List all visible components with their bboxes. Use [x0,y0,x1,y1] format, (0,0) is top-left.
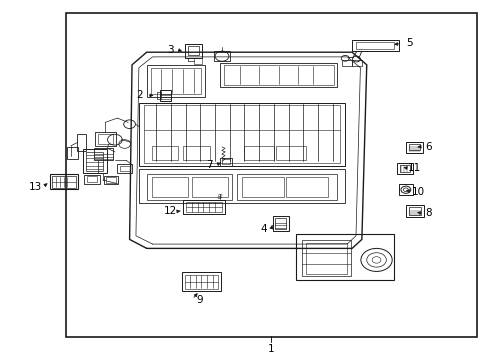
Bar [272,216,288,231]
Text: 9: 9 [196,294,203,305]
Bar [396,163,412,174]
Bar [408,207,420,215]
Bar [214,51,229,61]
Bar [86,152,103,171]
Bar [120,166,129,171]
Bar [399,165,409,172]
Bar [95,132,116,146]
Bar [50,174,78,189]
Text: 8: 8 [424,208,431,218]
Bar [305,243,346,274]
Bar [83,149,106,173]
Bar [139,169,344,203]
Bar [220,63,337,87]
Text: 11: 11 [407,163,421,173]
Bar [160,90,171,101]
Text: 5: 5 [406,38,412,48]
Bar [242,177,283,197]
Bar [151,177,188,197]
Bar [276,146,305,160]
Text: 10: 10 [411,186,424,197]
Bar [302,240,350,276]
Bar [183,200,224,214]
Bar [52,176,76,188]
Bar [193,58,202,64]
Bar [224,65,333,85]
Bar [220,158,232,166]
Bar [157,92,161,99]
Bar [146,65,205,97]
Bar [77,134,86,151]
Text: 2: 2 [136,90,142,100]
Bar [405,142,422,153]
Bar [139,103,344,166]
Bar [66,13,476,337]
Text: 1: 1 [267,344,274,354]
Bar [351,40,398,51]
Bar [151,146,178,160]
Bar [351,60,361,66]
Text: 7: 7 [205,159,212,170]
Bar [285,177,327,197]
Bar [191,177,228,197]
Bar [405,205,424,217]
Bar [186,202,221,212]
Bar [184,275,218,289]
Bar [103,176,118,184]
Bar [237,174,337,200]
Text: 13: 13 [28,182,42,192]
Bar [275,218,285,229]
Bar [355,42,393,49]
Bar [182,272,221,291]
Text: 4: 4 [260,224,267,234]
Bar [150,68,201,94]
Bar [244,146,273,160]
Bar [98,134,113,144]
Bar [67,147,78,159]
Bar [295,234,393,280]
Bar [84,175,100,184]
Text: 3: 3 [166,45,173,55]
Bar [183,146,210,160]
Bar [146,174,232,200]
Bar [187,46,198,55]
Bar [86,176,97,182]
Text: 6: 6 [424,141,431,152]
Text: 12: 12 [163,206,177,216]
Bar [342,60,351,66]
Bar [184,44,202,58]
Bar [222,159,229,164]
Bar [106,177,116,183]
Bar [117,164,132,173]
Bar [398,184,412,195]
Bar [144,105,339,163]
Bar [94,148,113,160]
Bar [408,144,419,150]
